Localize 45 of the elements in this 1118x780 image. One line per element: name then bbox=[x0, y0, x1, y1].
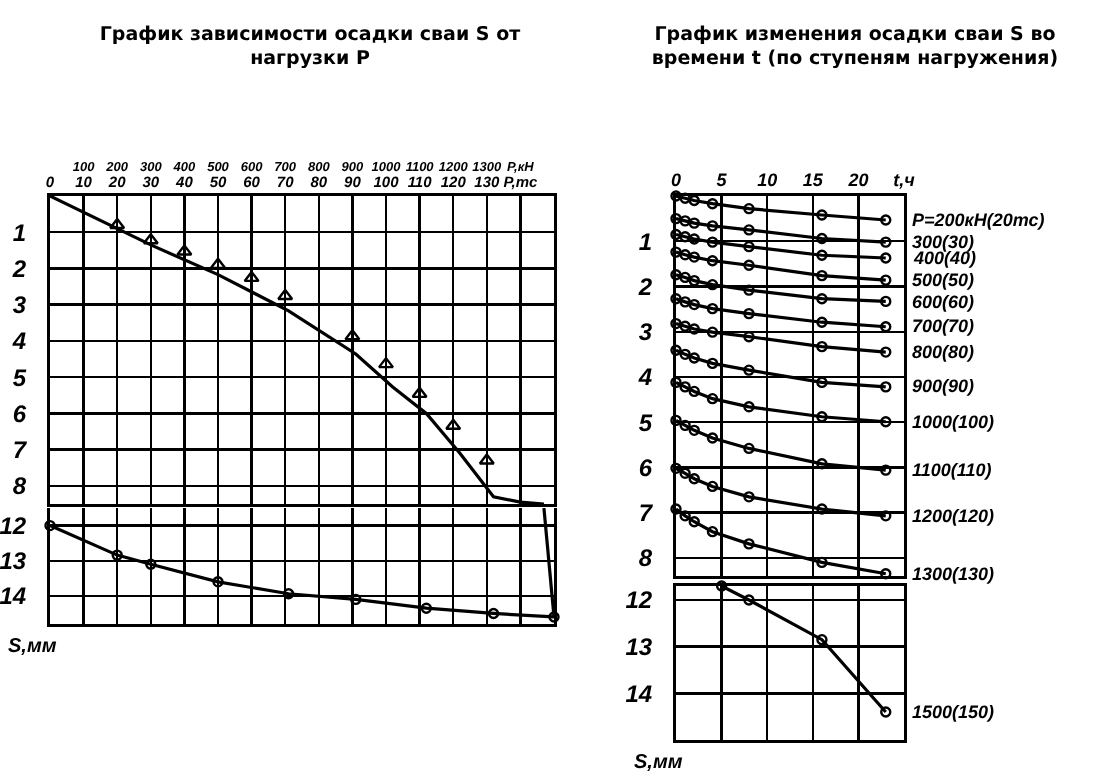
y-tick-label: 3 bbox=[12, 291, 27, 320]
series-label: 300(30) bbox=[912, 232, 975, 252]
series-label: 400(40) bbox=[912, 248, 977, 268]
y-tick-label: 1 bbox=[638, 227, 653, 256]
y-tick-label: 13 bbox=[0, 547, 27, 576]
series-label: 500(50) bbox=[912, 270, 975, 290]
y-tick-label: 8 bbox=[12, 472, 27, 501]
y-tick-label: 4 bbox=[636, 363, 653, 392]
y-tick-label: 2 bbox=[10, 254, 27, 283]
y-tick-label: 7 bbox=[12, 436, 29, 465]
y-tick-label: 2 bbox=[636, 272, 653, 301]
x-tick-label: t,ч bbox=[893, 169, 917, 190]
series-label: 1500(150) bbox=[912, 702, 995, 722]
y-tick-label: 12 bbox=[0, 511, 27, 540]
x-tick-label: 10 bbox=[757, 169, 778, 190]
series-label: 900(90) bbox=[912, 376, 975, 396]
y-tick-label: 4 bbox=[10, 327, 27, 356]
y-tick-label: 1 bbox=[12, 218, 27, 247]
y-tick-label: 8 bbox=[638, 544, 653, 573]
y-tick-label: 13 bbox=[625, 633, 653, 662]
series-label: 800(80) bbox=[912, 342, 975, 362]
series-label: 1000(100) bbox=[912, 412, 995, 432]
series-label: 600(60) bbox=[912, 292, 975, 312]
y-tick-label: 5 bbox=[638, 408, 653, 437]
x-tick-label: 0 bbox=[670, 169, 682, 190]
x-tick-label: 15 bbox=[802, 169, 825, 190]
series-label: 700(70) bbox=[912, 316, 975, 336]
y-tick-label: 12 bbox=[625, 586, 653, 615]
series-label: 1300(130) bbox=[912, 564, 995, 584]
chart-title: График зависимости осадки сваи S от нагрузки P bbox=[97, 24, 523, 72]
y-tick-label: 6 bbox=[12, 399, 27, 428]
y-axis-title: S,мм bbox=[634, 752, 684, 774]
x-tick-label: 5 bbox=[716, 169, 729, 190]
y-tick-label: 14 bbox=[625, 679, 653, 708]
chart-title: График изменения осадки сваи S во времени t (по ступеням нагружения) bbox=[649, 24, 1061, 72]
series-label: 1200(120) bbox=[912, 506, 995, 526]
x-tick-label: 20 bbox=[846, 169, 869, 190]
y-tick-label: 14 bbox=[0, 582, 27, 611]
y-tick-label: 5 bbox=[12, 363, 27, 392]
y-tick-label: 7 bbox=[638, 499, 655, 528]
y-tick-label: 3 bbox=[638, 318, 653, 347]
series-label: 1100(110) bbox=[912, 460, 992, 480]
y-tick-label: 6 bbox=[638, 453, 653, 482]
y-axis-title: S,мм bbox=[8, 636, 58, 658]
series-label: P=200кН(20тс) bbox=[912, 210, 1045, 230]
